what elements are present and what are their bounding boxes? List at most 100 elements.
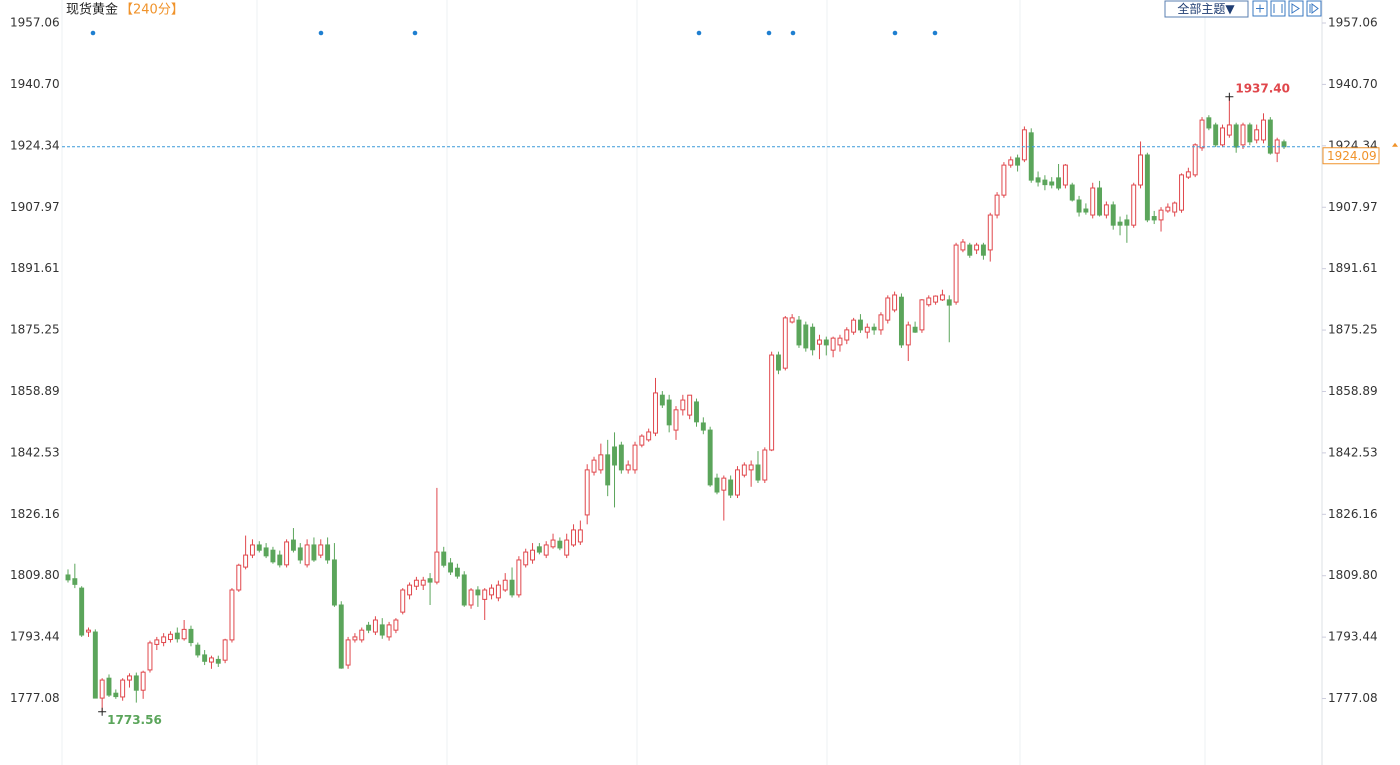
candle-body [127, 675, 132, 681]
event-dot[interactable] [932, 30, 938, 36]
y-tick-label: 1907.97 [10, 200, 60, 214]
candle-body [99, 679, 105, 699]
candle-body [851, 319, 857, 333]
candle-body [420, 579, 426, 586]
candle-body [605, 454, 611, 486]
candle-body [782, 317, 788, 369]
candle-body [489, 587, 495, 596]
candle-body [659, 394, 665, 406]
candle-body [612, 446, 617, 466]
tool-button[interactable] [1270, 0, 1286, 17]
low-marker [98, 707, 107, 716]
candle-body [933, 295, 939, 303]
candle-body [400, 589, 406, 613]
candle-body [331, 559, 337, 606]
event-dot[interactable] [766, 30, 772, 36]
candle-body [92, 631, 98, 699]
candle-body [1103, 204, 1109, 216]
candle-body [543, 544, 549, 556]
last-price-box [1322, 147, 1380, 165]
candle-body [1131, 184, 1137, 226]
candle-body [113, 692, 119, 698]
candle-body [359, 629, 365, 641]
candle-body [1267, 119, 1273, 154]
candle-body [1028, 132, 1034, 181]
candle-body [700, 422, 706, 431]
candle-body [1049, 181, 1055, 186]
candle-body [694, 401, 699, 423]
candle-body [680, 399, 686, 411]
candle-body [1097, 187, 1103, 216]
candle-body [776, 354, 781, 371]
candle-body [1035, 177, 1041, 183]
candle-body [407, 584, 413, 596]
high-marker [1225, 92, 1234, 101]
candle-body [857, 319, 863, 331]
candle-body [926, 297, 932, 306]
candle-body [1069, 184, 1075, 201]
event-dot[interactable] [318, 30, 324, 36]
candle-body [154, 639, 160, 645]
candle-body [810, 326, 816, 351]
period-label[interactable]: 【240分】 [120, 3, 184, 18]
candle-body [461, 574, 467, 606]
candle-body [953, 244, 959, 303]
event-dot[interactable] [892, 30, 898, 36]
theme-button[interactable] [1164, 0, 1249, 18]
candle-body [632, 444, 638, 471]
event-dot[interactable] [696, 30, 702, 36]
candle-body [817, 339, 822, 345]
candle-body [598, 454, 604, 471]
toolbar [1252, 0, 1322, 17]
candle-body [987, 214, 993, 251]
candle-body [1015, 157, 1021, 166]
candle-body [174, 632, 180, 640]
candle-body [550, 539, 556, 548]
tool-button[interactable] [1288, 0, 1304, 17]
candle-body [372, 619, 378, 633]
candle-body [1138, 154, 1143, 186]
y2-tick-label: 1940.70 [1328, 77, 1378, 91]
candle-body [871, 326, 877, 331]
candle-body [1158, 209, 1164, 221]
candle-body [495, 584, 501, 599]
candle-body [1247, 124, 1253, 143]
candle-body [181, 628, 187, 640]
candle-body [482, 589, 488, 600]
candle-body [434, 551, 440, 583]
candle-body [1281, 141, 1287, 148]
candle-body [625, 464, 631, 471]
candle-body [741, 464, 747, 476]
candle-body [325, 544, 331, 561]
candle-body [263, 547, 269, 557]
candle-body [1008, 159, 1014, 166]
y2-tick-label: 1777.08 [1328, 691, 1378, 705]
candle-body [946, 299, 952, 306]
tool-button[interactable] [1306, 0, 1322, 17]
candle-body [284, 541, 290, 566]
candle-body [65, 574, 71, 581]
candle-body [120, 679, 126, 698]
candle-body [1179, 174, 1184, 211]
y-tick-label: 1957.06 [10, 16, 60, 30]
candle-body [878, 314, 884, 331]
candle-body [536, 546, 542, 553]
candle-body [195, 644, 201, 656]
candle-body [1165, 206, 1171, 212]
event-dot[interactable] [790, 30, 796, 36]
y-tick-label: 1793.44 [10, 630, 60, 644]
candle-body [379, 624, 385, 636]
candle-body [1124, 219, 1130, 226]
event-dot[interactable] [412, 30, 418, 36]
candle-body [1199, 119, 1205, 149]
candle-body [1117, 221, 1123, 226]
candle-body [468, 589, 474, 606]
theme-button-label[interactable]: 全部主题▼ [1177, 1, 1235, 16]
candle-body [1192, 144, 1198, 176]
event-dot[interactable] [90, 30, 96, 36]
candle-body [591, 459, 597, 473]
candle-body [72, 578, 78, 585]
candle-body [168, 633, 173, 641]
y-tick-label: 1842.53 [10, 445, 60, 459]
candle-body [188, 628, 194, 644]
